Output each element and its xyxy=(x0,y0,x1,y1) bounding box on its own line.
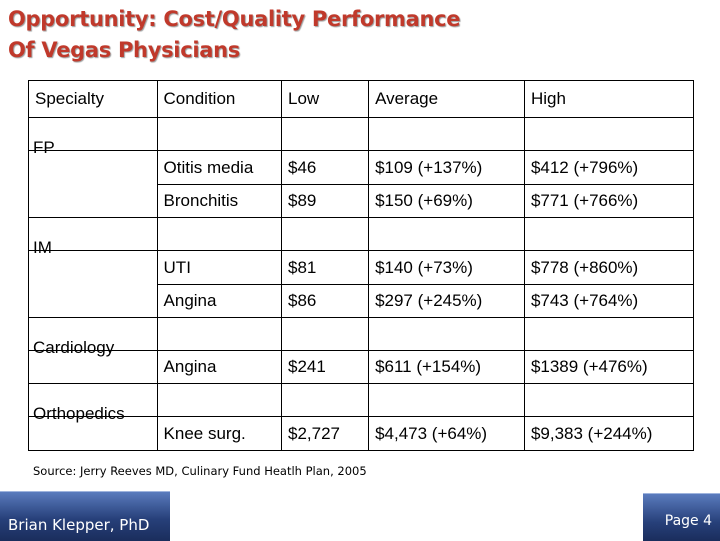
empty-cell xyxy=(368,117,525,151)
specialty-label-fp: FP xyxy=(33,138,55,157)
condition-cell: UTI xyxy=(156,250,283,285)
specialty-spacer-cell xyxy=(28,350,158,384)
empty-cell xyxy=(368,217,525,251)
specialty-spacer-cell xyxy=(28,416,158,451)
group-row-im: IM xyxy=(28,217,695,257)
empty-cell xyxy=(368,317,525,351)
average-cell: $611 (+154%) xyxy=(368,350,525,384)
condition-cell: Otitis media xyxy=(156,150,283,185)
average-cell: $4,473 (+64%) xyxy=(368,416,525,451)
group-row-fp: FP xyxy=(28,117,695,157)
average-cell: $297 (+245%) xyxy=(368,284,525,318)
specialty-spacer-cell xyxy=(28,250,158,318)
header-low: Low xyxy=(281,80,370,118)
header-high: High xyxy=(523,80,695,118)
low-cell: $89 xyxy=(281,184,370,218)
low-cell: $86 xyxy=(281,284,370,318)
cost-quality-table: Specialty Condition Low Average High FP … xyxy=(28,80,695,451)
group-row-cardiology: Cardiology xyxy=(28,317,695,357)
footer-author-box: Brian Klepper, PhD xyxy=(0,491,170,541)
header-average: Average xyxy=(368,80,525,118)
condition-cell: Angina xyxy=(156,284,283,318)
empty-cell xyxy=(156,383,283,417)
empty-cell xyxy=(523,117,695,151)
high-cell: $412 (+796%) xyxy=(523,150,695,185)
empty-cell xyxy=(156,317,283,351)
empty-cell xyxy=(156,117,283,151)
specialty-cell: Cardiology xyxy=(28,317,158,357)
specialty-label-orthopedics: Orthopedics xyxy=(33,404,125,423)
average-cell: $109 (+137%) xyxy=(368,150,525,185)
empty-cell xyxy=(523,317,695,351)
group-row-orthopedics: Orthopedics xyxy=(28,383,695,423)
source-citation: Source: Jerry Reeves MD, Culinary Fund H… xyxy=(33,464,367,478)
average-cell: $140 (+73%) xyxy=(368,250,525,285)
low-cell: $2,727 xyxy=(281,416,370,451)
high-cell: $9,383 (+244%) xyxy=(523,416,695,451)
specialty-label-im: IM xyxy=(33,238,52,257)
high-cell: $743 (+764%) xyxy=(523,284,695,318)
table-row: Angina $86 $297 (+245%) $743 (+764%) xyxy=(29,284,695,318)
condition-cell: Angina xyxy=(156,350,283,384)
empty-cell xyxy=(523,217,695,251)
empty-cell xyxy=(281,317,370,351)
slide-title: Opportunity: Cost/Quality Performance Of… xyxy=(8,4,461,66)
empty-cell xyxy=(368,383,525,417)
empty-cell xyxy=(281,117,370,151)
specialty-cell: IM xyxy=(28,217,158,257)
low-cell: $81 xyxy=(281,250,370,285)
table-row: Knee surg. $2,727 $4,473 (+64%) $9,383 (… xyxy=(28,416,695,451)
specialty-spacer-cell xyxy=(28,150,158,218)
specialty-cell: Orthopedics xyxy=(28,383,158,423)
low-cell: $46 xyxy=(281,150,370,185)
footer-author: Brian Klepper, PhD xyxy=(8,516,150,534)
header-specialty: Specialty xyxy=(28,80,158,118)
high-cell: $1389 (+476%) xyxy=(523,350,695,384)
average-cell: $150 (+69%) xyxy=(368,184,525,218)
condition-cell: Knee surg. xyxy=(156,416,283,451)
high-cell: $778 (+860%) xyxy=(523,250,695,285)
footer-page-box: Page 4 xyxy=(643,493,720,541)
table-header-row: Specialty Condition Low Average High xyxy=(28,80,695,118)
page-number: Page 4 xyxy=(664,513,712,529)
high-cell: $771 (+766%) xyxy=(523,184,695,218)
table-row: Angina $241 $611 (+154%) $1389 (+476%) xyxy=(28,350,695,384)
header-condition: Condition xyxy=(156,80,283,118)
title-line-2: Of Vegas Physicians xyxy=(8,38,240,62)
table-row: UTI $81 $140 (+73%) $778 (+860%) xyxy=(28,250,695,318)
low-cell: $241 xyxy=(281,350,370,384)
empty-cell xyxy=(281,217,370,251)
table-row: Bronchitis $89 $150 (+69%) $771 (+766%) xyxy=(29,184,695,218)
title-line-1: Opportunity: Cost/Quality Performance xyxy=(8,7,461,31)
specialty-label-cardiology: Cardiology xyxy=(33,338,115,357)
table-row: Otitis media $46 $109 (+137%) $412 (+796… xyxy=(28,150,695,218)
condition-cell: Bronchitis xyxy=(156,184,283,218)
specialty-cell: FP xyxy=(28,117,158,157)
empty-cell xyxy=(281,383,370,417)
empty-cell xyxy=(523,383,695,417)
empty-cell xyxy=(156,217,283,251)
